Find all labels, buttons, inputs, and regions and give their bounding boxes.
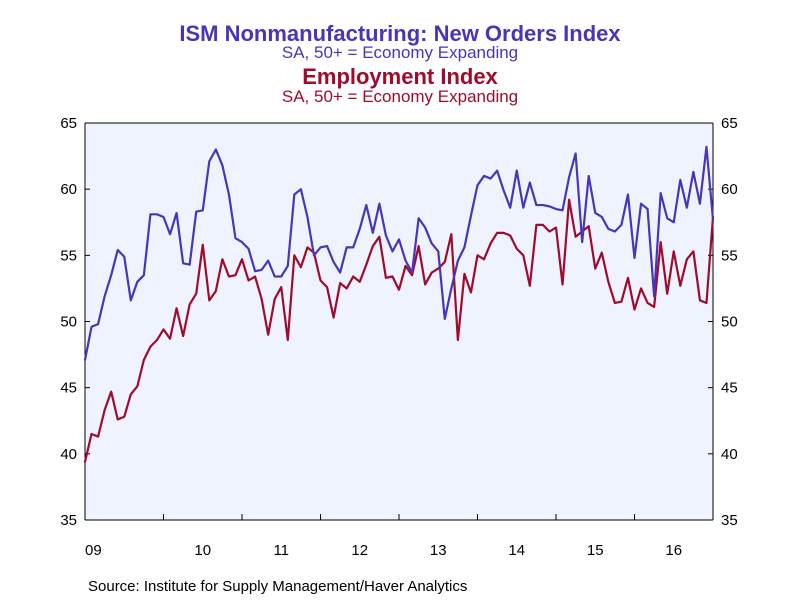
y-tick-left-label: 40 bbox=[60, 446, 77, 463]
y-tick-right-label: 45 bbox=[721, 380, 738, 397]
x-tick-label: 16 bbox=[665, 542, 682, 559]
x-axis: 09 10 11 12 13 14 15 16 bbox=[85, 514, 682, 559]
chart-subtitle-employment: SA, 50+ = Economy Expanding bbox=[282, 87, 518, 106]
series-lines bbox=[83, 145, 715, 463]
series-line-new-orders bbox=[83, 145, 715, 361]
x-tick-label: 15 bbox=[587, 542, 604, 559]
x-tick-label: 11 bbox=[273, 542, 289, 559]
y-tick-left-label: 60 bbox=[60, 181, 77, 198]
y-tick-right-label: 55 bbox=[721, 247, 738, 264]
y-tick-left-label: 65 bbox=[60, 115, 77, 132]
series-line-employment bbox=[83, 198, 715, 463]
y-tick-right-label: 60 bbox=[721, 181, 738, 198]
x-tick-label: 09 bbox=[85, 542, 102, 559]
y-tick-left-label: 50 bbox=[60, 314, 77, 331]
chart-title-employment: Employment Index bbox=[302, 64, 498, 89]
x-tick-label: 12 bbox=[351, 542, 368, 559]
source-note: Source: Institute for Supply Management/… bbox=[88, 578, 467, 595]
y-axis-left: 35 40 45 50 55 60 65 bbox=[60, 115, 90, 529]
y-tick-left-label: 35 bbox=[60, 512, 77, 529]
y-tick-left-label: 45 bbox=[60, 380, 77, 397]
y-tick-right-label: 50 bbox=[721, 314, 738, 331]
chart-subtitle-new-orders: SA, 50+ = Economy Expanding bbox=[282, 43, 518, 62]
x-tick-label: 14 bbox=[508, 542, 525, 559]
y-axis-right: 35 40 45 50 55 60 65 bbox=[708, 115, 738, 529]
x-tick-label: 13 bbox=[430, 542, 447, 559]
plot-area bbox=[85, 123, 713, 520]
y-tick-right-label: 35 bbox=[721, 512, 738, 529]
y-tick-left-label: 55 bbox=[60, 247, 77, 264]
y-tick-right-label: 40 bbox=[721, 446, 738, 463]
y-tick-right-label: 65 bbox=[721, 115, 738, 132]
x-tick-label: 10 bbox=[194, 542, 211, 559]
chart-title-new-orders: ISM Nonmanufacturing: New Orders Index bbox=[179, 21, 621, 46]
